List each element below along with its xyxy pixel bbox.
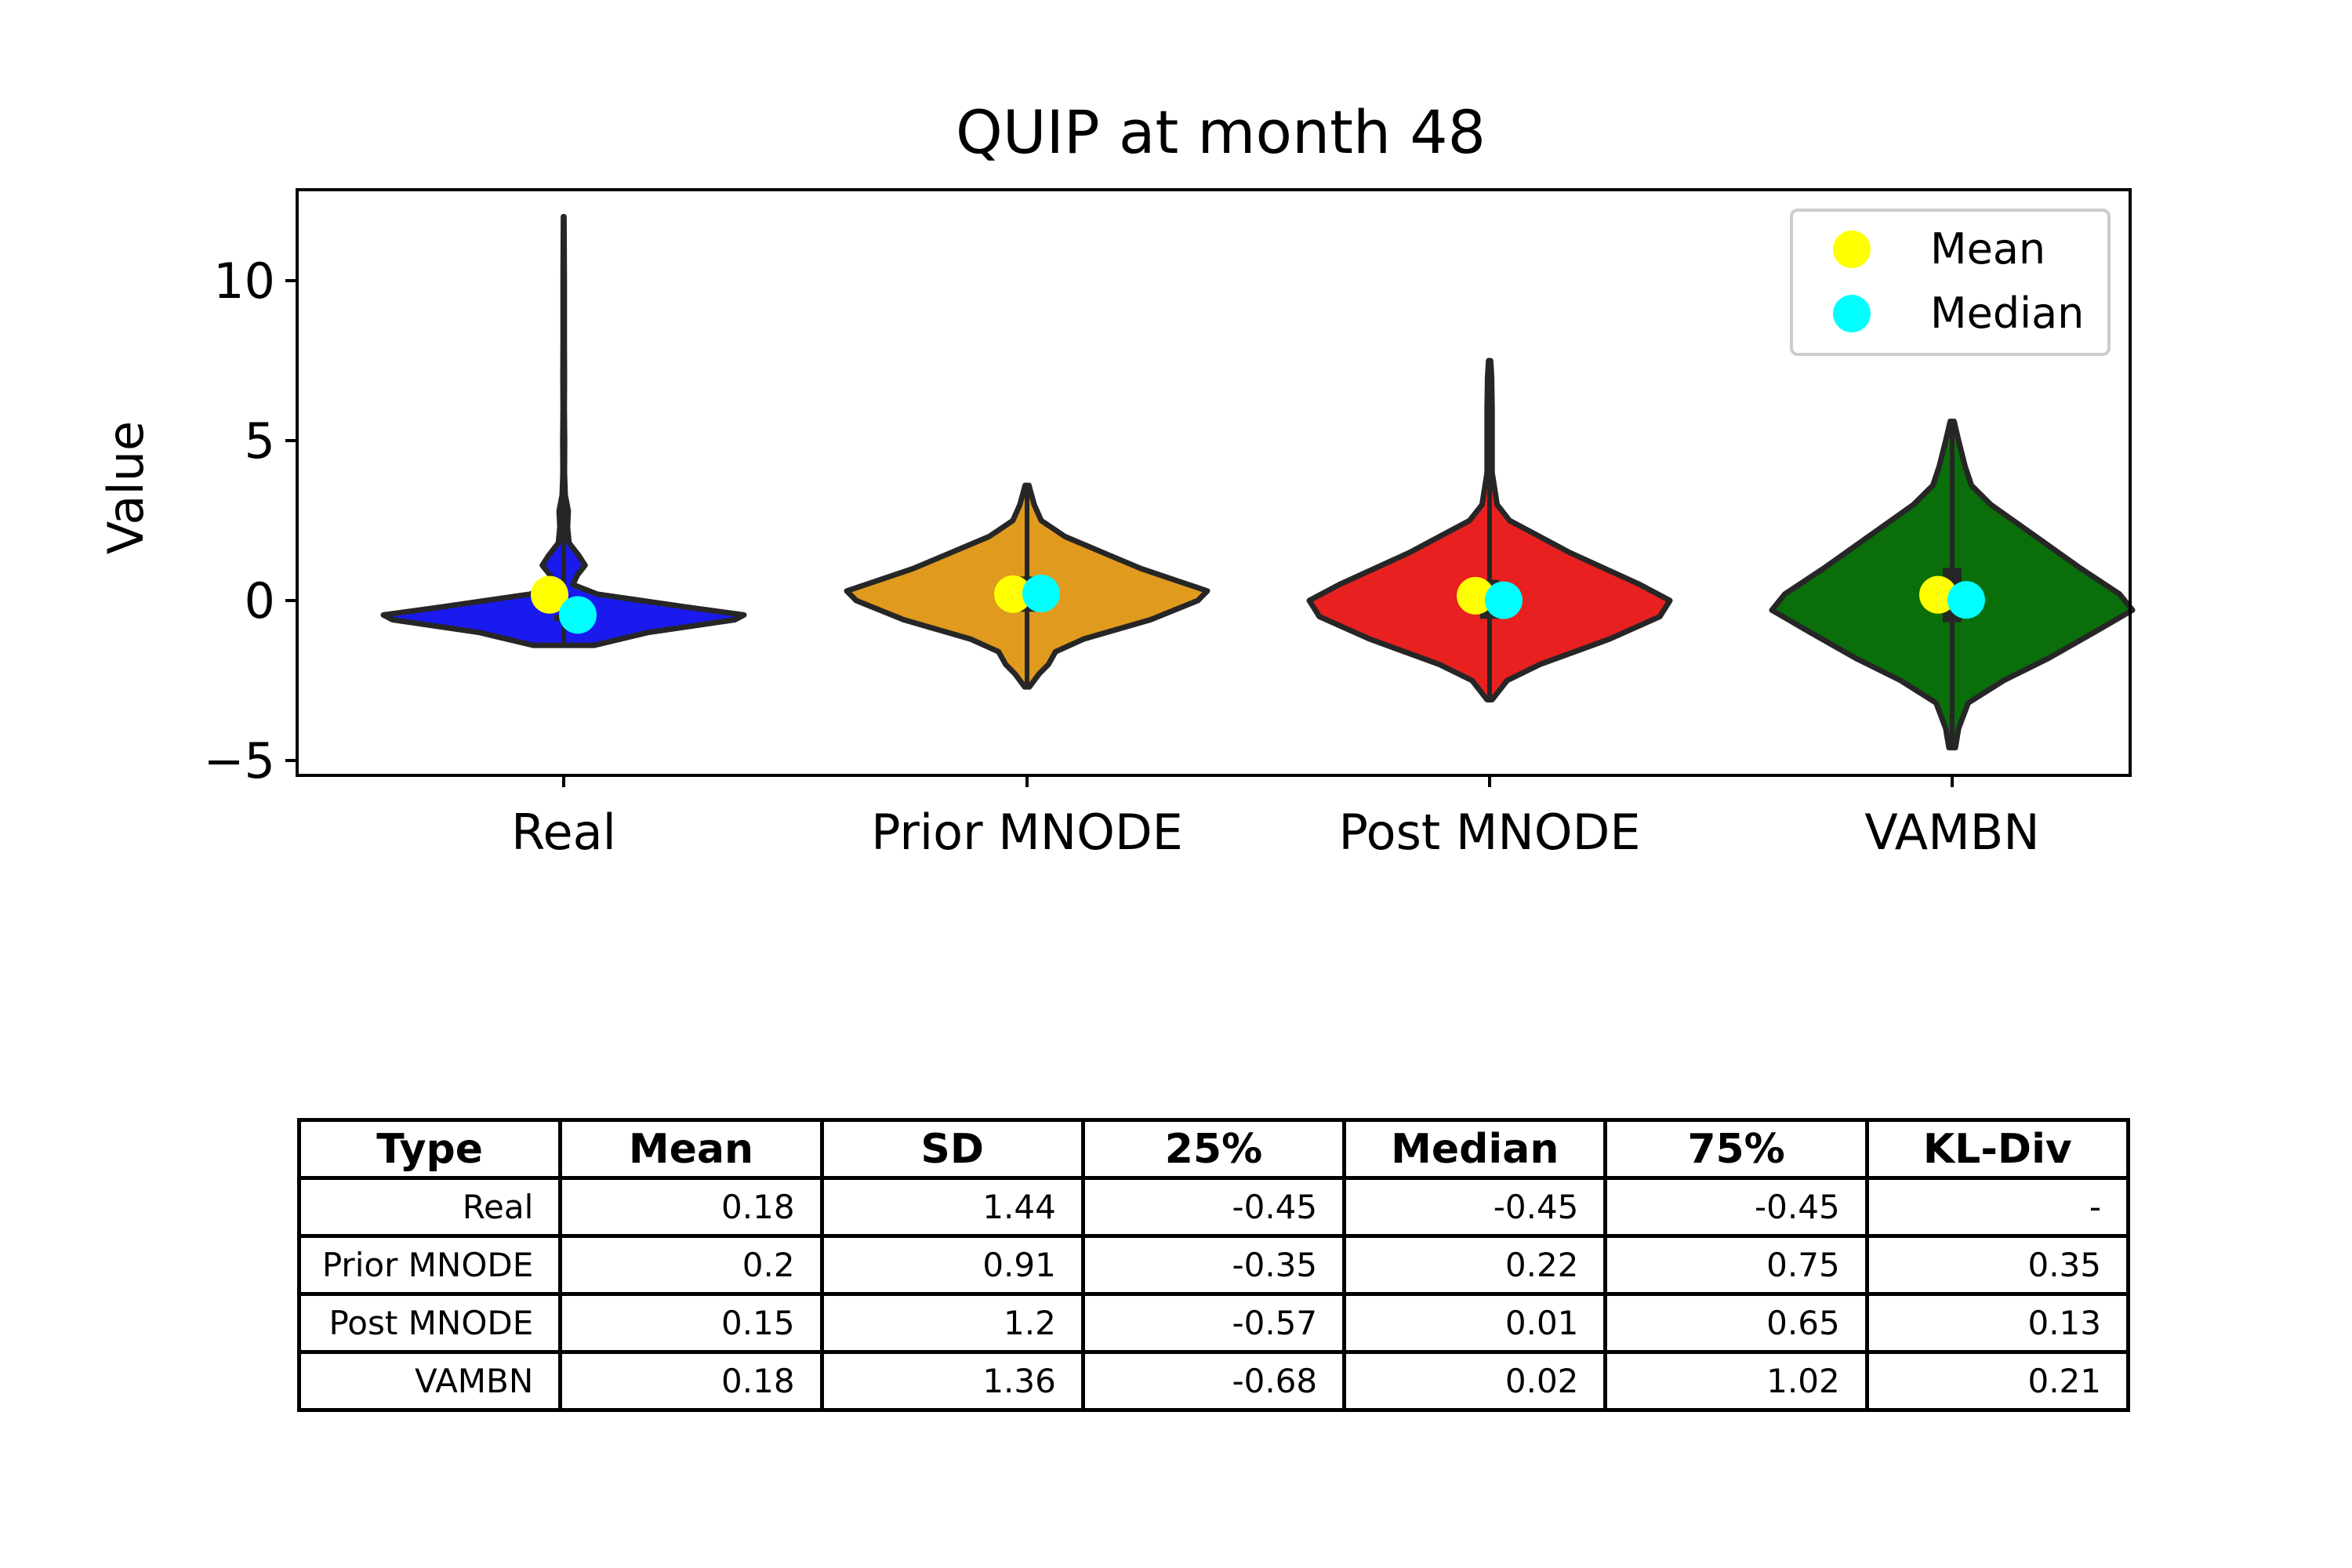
header-mean: Mean — [558, 1118, 824, 1180]
x-tick-label: Prior MNODE — [871, 804, 1183, 861]
y-tick-label: 0 — [245, 572, 275, 630]
mean-marker — [1457, 576, 1494, 615]
header-q1: 25% — [1080, 1118, 1347, 1180]
y-tick-label: 10 — [213, 252, 275, 310]
table-cell: -0.68 — [1080, 1350, 1347, 1412]
table-row: Real 0.18 1.44 -0.45 -0.45 -0.45 - — [296, 1176, 2131, 1238]
legend-mean-marker — [1833, 230, 1871, 268]
table-row: Post MNODE 0.15 1.2 -0.57 0.01 0.65 0.13 — [296, 1292, 2131, 1354]
header-type: Type — [296, 1118, 563, 1180]
markers-layer — [531, 575, 1985, 634]
median-marker — [559, 596, 597, 634]
table-cell: -0.35 — [1080, 1234, 1347, 1296]
table-cell: -0.45 — [1342, 1176, 1608, 1238]
table-cell: 0.65 — [1603, 1292, 1869, 1354]
table-cell: 0.21 — [1864, 1350, 2131, 1412]
header-q3: 75% — [1603, 1118, 1869, 1180]
table-cell: 1.2 — [819, 1292, 1085, 1354]
header-kl-div: KL-Div — [1864, 1118, 2131, 1180]
table-cell: Post MNODE — [296, 1292, 563, 1354]
median-marker — [1947, 581, 1985, 619]
plot-frame — [296, 188, 2132, 777]
table-cell: 0.13 — [1864, 1292, 2131, 1354]
y-axis-ticks: −5 0 5 10 — [204, 252, 297, 789]
table-cell: 1.44 — [819, 1176, 1085, 1238]
chart-title: QUIP at month 48 — [956, 97, 1486, 167]
table-cell: 0.22 — [1342, 1234, 1608, 1296]
header-sd: SD — [819, 1118, 1085, 1180]
y-tick-label: −5 — [204, 732, 275, 789]
y-axis-label: Value — [97, 421, 154, 554]
x-tick-label: Real — [511, 804, 616, 861]
table-cell: Real — [296, 1176, 563, 1238]
legend-median-label: Median — [1930, 289, 2084, 338]
table-cell: 1.02 — [1603, 1350, 1869, 1412]
table-cell: 0.01 — [1342, 1292, 1608, 1354]
table-header-row: Type Mean SD 25% Median 75% KL-Div — [296, 1118, 2131, 1180]
table-row: Prior MNODE 0.2 0.91 -0.35 0.22 0.75 0.3… — [296, 1234, 2131, 1296]
table-cell: -0.57 — [1080, 1292, 1347, 1354]
table-cell: 0.15 — [558, 1292, 824, 1354]
table-cell: 0.35 — [1864, 1234, 2131, 1296]
stats-table: Type Mean SD 25% Median 75% KL-Div Real … — [296, 1118, 2131, 1412]
table-cell: 1.36 — [819, 1350, 1085, 1412]
median-marker — [1022, 575, 1060, 613]
legend: Mean Median — [1790, 209, 2111, 356]
mean-marker — [994, 575, 1032, 613]
table-cell: 0.75 — [1603, 1234, 1869, 1296]
x-axis-ticks: Real Prior MNODE Post MNODE VAMBN — [511, 775, 2040, 861]
table-row: VAMBN 0.18 1.36 -0.68 0.02 1.02 0.21 — [296, 1350, 2131, 1412]
mean-marker — [1919, 575, 1957, 614]
mean-marker — [531, 575, 568, 614]
legend-box — [1790, 209, 2111, 356]
legend-median-marker — [1833, 295, 1871, 332]
table-cell: Prior MNODE — [296, 1234, 563, 1296]
table-cell: -0.45 — [1080, 1176, 1347, 1238]
header-median: Median — [1342, 1118, 1608, 1180]
x-tick-label: VAMBN — [1864, 804, 2039, 861]
table-cell: 0.2 — [558, 1234, 824, 1296]
table-cell: VAMBN — [296, 1350, 563, 1412]
legend-mean-label: Mean — [1930, 224, 2045, 274]
table-cell: - — [1864, 1176, 2131, 1238]
table-cell: -0.45 — [1603, 1176, 1869, 1238]
table-cell: 0.02 — [1342, 1350, 1608, 1412]
x-tick-label: Post MNODE — [1338, 804, 1640, 861]
table-cell: 0.91 — [819, 1234, 1085, 1296]
table-cell: 0.18 — [558, 1176, 824, 1238]
y-tick-label: 5 — [245, 412, 275, 470]
median-marker — [1485, 581, 1523, 619]
table-cell: 0.18 — [558, 1350, 824, 1412]
